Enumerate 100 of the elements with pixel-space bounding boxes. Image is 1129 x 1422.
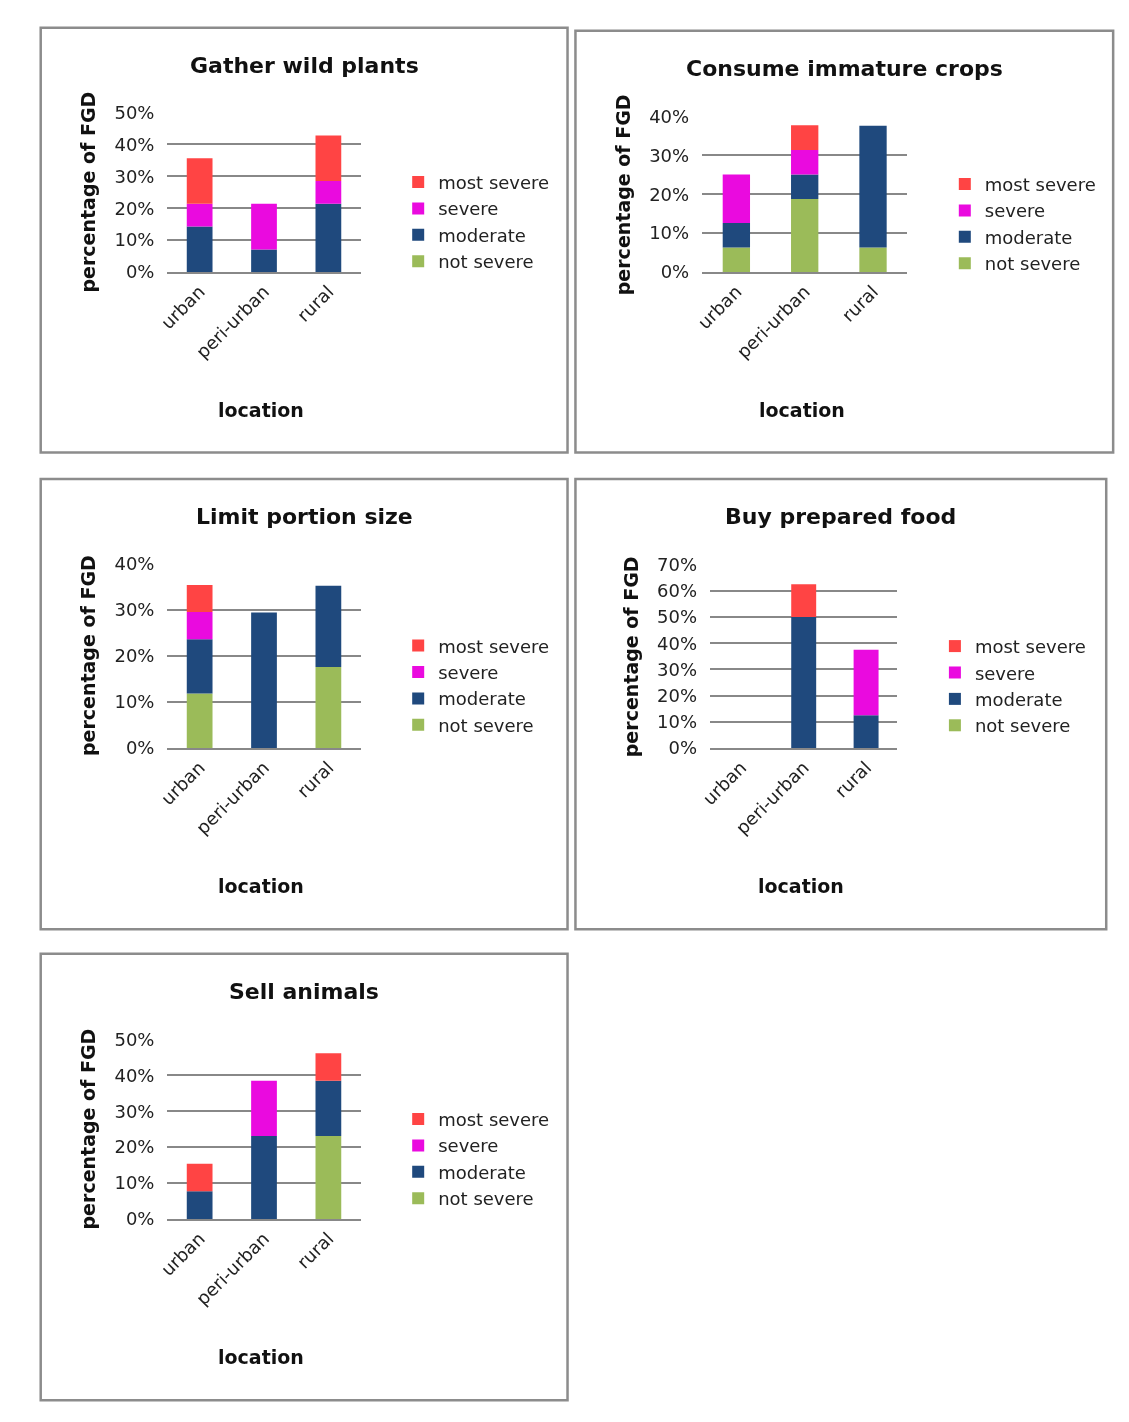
- y-axis-title: percentage of FGD: [611, 94, 634, 296]
- chart-title: Gather wild plants: [190, 53, 419, 78]
- bar: [315, 666, 342, 748]
- bar: [315, 1080, 342, 1137]
- y-tick-label: 70%: [657, 554, 698, 575]
- bar: [186, 612, 213, 640]
- y-tick-label: 20%: [649, 183, 690, 205]
- chart-title: Consume immature crops: [686, 56, 1003, 81]
- y-axis-title: percentage of FGD: [619, 556, 642, 758]
- legend-label: most severe: [974, 636, 1086, 658]
- y-tick-label: 30%: [114, 599, 155, 621]
- legend-label: not severe: [438, 714, 534, 736]
- bar: [186, 1163, 213, 1192]
- chart-title: Limit portion size: [196, 504, 413, 529]
- bar: [859, 125, 887, 248]
- y-tick-label: 30%: [657, 658, 698, 680]
- legend-label: not severe: [438, 251, 534, 273]
- y-tick-label: 0%: [125, 261, 155, 283]
- legend-label: not severe: [974, 715, 1071, 737]
- y-tick-label: 10%: [114, 229, 155, 251]
- bar: [315, 135, 342, 182]
- bar: [251, 612, 277, 748]
- legend-label: severe: [438, 198, 499, 220]
- chart-title: Buy prepared food: [725, 504, 957, 529]
- y-tick-label: 40%: [114, 1064, 155, 1086]
- bar: [791, 584, 817, 618]
- legend-label: most severe: [438, 1109, 550, 1131]
- y-tick-label: 50%: [114, 1028, 155, 1050]
- bar: [315, 203, 342, 273]
- legend-label: severe: [438, 1135, 499, 1157]
- y-tick-label: 30%: [114, 1100, 155, 1122]
- y-tick-label: 0%: [125, 1208, 155, 1230]
- bar: [791, 174, 819, 199]
- bar: [791, 125, 819, 150]
- bar: [853, 715, 879, 748]
- legend-label: moderate: [438, 688, 526, 710]
- legend-label: moderate: [438, 1161, 526, 1183]
- bar: [186, 226, 213, 273]
- bar: [853, 649, 879, 716]
- legend-label: moderate: [438, 224, 526, 246]
- legend-label: moderate: [974, 688, 1063, 710]
- bar: [791, 617, 817, 748]
- bar: [859, 247, 887, 273]
- x-axis-title: location: [218, 875, 304, 897]
- bar: [791, 149, 819, 175]
- y-tick-label: 30%: [649, 144, 690, 166]
- bar: [315, 585, 342, 667]
- y-tick-label: 40%: [657, 632, 698, 654]
- x-axis-title: location: [759, 399, 845, 421]
- y-tick-label: 0%: [660, 261, 690, 283]
- bar: [722, 247, 751, 273]
- bar: [722, 223, 751, 248]
- bar: [186, 1191, 213, 1219]
- y-tick-label: 50%: [114, 101, 155, 123]
- bar: [722, 174, 751, 224]
- y-tick-label: 50%: [657, 606, 698, 628]
- x-axis-title: location: [758, 875, 844, 897]
- bar: [186, 158, 213, 204]
- legend-label: severe: [984, 200, 1046, 222]
- y-tick-label: 40%: [649, 105, 690, 127]
- bar: [186, 584, 213, 613]
- legend-label: most severe: [438, 635, 550, 657]
- y-tick-label: 60%: [657, 580, 698, 602]
- y-axis-title: percentage of FGD: [76, 91, 99, 293]
- legend-label: severe: [974, 662, 1036, 684]
- y-tick-label: 20%: [657, 684, 698, 706]
- y-tick-label: 20%: [114, 1136, 155, 1158]
- legend-label: not severe: [438, 1188, 534, 1210]
- y-axis-title: percentage of FGD: [77, 1028, 99, 1230]
- y-tick-label: 0%: [125, 737, 155, 759]
- bar: [251, 1136, 277, 1219]
- bar: [186, 203, 213, 227]
- y-tick-label: 10%: [649, 222, 690, 244]
- y-tick-label: 40%: [114, 133, 155, 155]
- bar: [791, 198, 819, 273]
- y-tick-label: 10%: [657, 711, 698, 733]
- legend-label: most severe: [984, 174, 1096, 196]
- y-tick-label: 30%: [114, 165, 155, 187]
- y-axis-title: percentage of FGD: [77, 555, 100, 757]
- legend-label: severe: [438, 662, 499, 684]
- legend-label: not severe: [984, 253, 1081, 275]
- bar: [251, 249, 277, 273]
- y-tick-label: 10%: [114, 1172, 155, 1194]
- bar: [315, 181, 342, 204]
- y-tick-label: 20%: [114, 197, 155, 219]
- legend-label: moderate: [984, 226, 1073, 248]
- bar: [251, 203, 277, 250]
- x-axis-title: location: [218, 1346, 304, 1368]
- x-axis-title: location: [218, 399, 304, 421]
- bar: [186, 693, 213, 748]
- bar: [315, 1136, 342, 1219]
- bar: [251, 1080, 277, 1137]
- chart-title: Sell animals: [229, 979, 379, 1004]
- bar: [186, 639, 213, 694]
- bar: [315, 1053, 342, 1081]
- legend-label: most severe: [438, 172, 550, 194]
- y-tick-label: 20%: [114, 645, 155, 667]
- y-tick-label: 0%: [668, 737, 698, 759]
- y-tick-label: 10%: [114, 691, 155, 713]
- y-tick-label: 40%: [114, 553, 155, 575]
